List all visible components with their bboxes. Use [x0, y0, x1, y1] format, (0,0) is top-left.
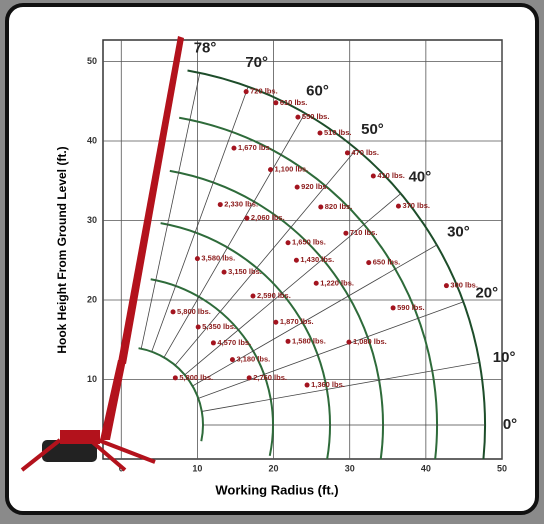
load-point — [346, 340, 351, 345]
load-label: 1,870 lbs. — [280, 317, 314, 326]
load-label: 3,580 lbs. — [201, 254, 235, 263]
load-point — [244, 216, 249, 221]
load-label: 1,080 lbs. — [353, 337, 387, 346]
load-label: 920 lbs. — [301, 182, 329, 191]
y-tick-label: 50 — [87, 56, 97, 66]
load-point — [273, 320, 278, 325]
x-tick-label: 20 — [269, 463, 279, 473]
load-point — [444, 283, 449, 288]
load-point — [268, 167, 273, 172]
angle-label: 0° — [503, 416, 517, 433]
angle-label: 10° — [493, 349, 516, 366]
load-label: 1,220 lbs. — [320, 278, 354, 287]
load-point — [222, 270, 227, 275]
load-label: 5,800 lbs. — [177, 307, 211, 316]
x-axis-title: Working Radius (ft.) — [215, 482, 338, 497]
load-label: 610 lbs. — [280, 98, 308, 107]
load-point — [171, 309, 176, 314]
load-label: 370 lbs. — [402, 201, 430, 210]
load-point — [286, 240, 291, 245]
load-point — [244, 89, 249, 94]
load-label: 550 lbs. — [302, 112, 330, 121]
load-label: 1,580 lbs. — [292, 336, 326, 345]
chart: 010203040501020304050 Working Radius (ft… — [0, 0, 544, 519]
x-tick-label: 40 — [421, 463, 431, 473]
load-label: 300 lbs. — [450, 281, 478, 290]
angle-label: 78° — [194, 39, 217, 56]
load-label: 590 lbs. — [397, 303, 425, 312]
load-point — [294, 258, 299, 263]
x-tick-label: 10 — [192, 463, 202, 473]
load-label: 820 lbs. — [325, 202, 353, 211]
load-label: 720 lbs. — [250, 87, 278, 96]
load-label: 2,060 lbs. — [251, 213, 285, 222]
x-tick-label: 50 — [497, 463, 507, 473]
load-point — [396, 204, 401, 209]
load-point — [318, 204, 323, 209]
angle-label: 60° — [306, 83, 329, 100]
load-point — [230, 357, 235, 362]
load-label: 1,670 lbs. — [238, 143, 272, 152]
load-point — [345, 150, 350, 155]
load-label: 5,350 lbs. — [202, 322, 236, 331]
y-tick-label: 30 — [87, 215, 97, 225]
load-point — [366, 260, 371, 265]
load-label: 5,800 lbs. — [179, 373, 213, 382]
angle-label: 70° — [245, 54, 268, 71]
load-label: 2,760 lbs. — [253, 373, 287, 382]
load-point — [196, 325, 201, 330]
load-label: 1,100 lbs. — [275, 165, 309, 174]
angle-label: 40° — [409, 168, 432, 185]
load-label: 410 lbs. — [377, 171, 405, 180]
load-point — [371, 173, 376, 178]
load-label: 510 lbs. — [324, 128, 352, 137]
load-point — [173, 375, 178, 380]
load-label: 710 lbs. — [350, 228, 378, 237]
plot: 010203040501020304050 — [87, 40, 507, 500]
angle-label: 50° — [361, 121, 384, 138]
load-label: 1,650 lbs. — [292, 238, 326, 247]
load-point — [343, 231, 348, 236]
load-label: 3,180 lbs. — [236, 355, 270, 364]
load-point — [305, 383, 310, 388]
load-label: 1,430 lbs. — [300, 255, 334, 264]
y-tick-label: 40 — [87, 135, 97, 145]
angle-label: 20° — [475, 284, 498, 301]
load-point — [247, 375, 252, 380]
y-tick-label: 10 — [87, 374, 97, 384]
load-label: 4,570 lbs. — [217, 338, 251, 347]
x-tick-label: 30 — [345, 463, 355, 473]
y-axis-title: Hook Height From Ground Level (ft.) — [55, 146, 69, 353]
load-label: 2,330 lbs. — [224, 200, 258, 209]
load-label: 470 lbs. — [351, 148, 379, 157]
load-point — [218, 202, 223, 207]
load-point — [295, 115, 300, 120]
load-point — [273, 100, 278, 105]
load-point — [251, 294, 256, 299]
load-label: 1,360 lbs. — [311, 380, 345, 389]
load-label: 2,590 lbs. — [257, 291, 291, 300]
load-point — [211, 340, 216, 345]
load-point — [286, 339, 291, 344]
load-point — [231, 146, 236, 151]
load-point — [195, 256, 200, 261]
load-point — [295, 185, 300, 190]
load-point — [391, 305, 396, 310]
angle-label: 30° — [447, 223, 470, 240]
load-point — [314, 281, 319, 286]
load-point — [318, 131, 323, 136]
load-label: 3,150 lbs. — [228, 267, 262, 276]
y-tick-label: 20 — [87, 294, 97, 304]
load-label: 650 lbs. — [373, 258, 401, 267]
